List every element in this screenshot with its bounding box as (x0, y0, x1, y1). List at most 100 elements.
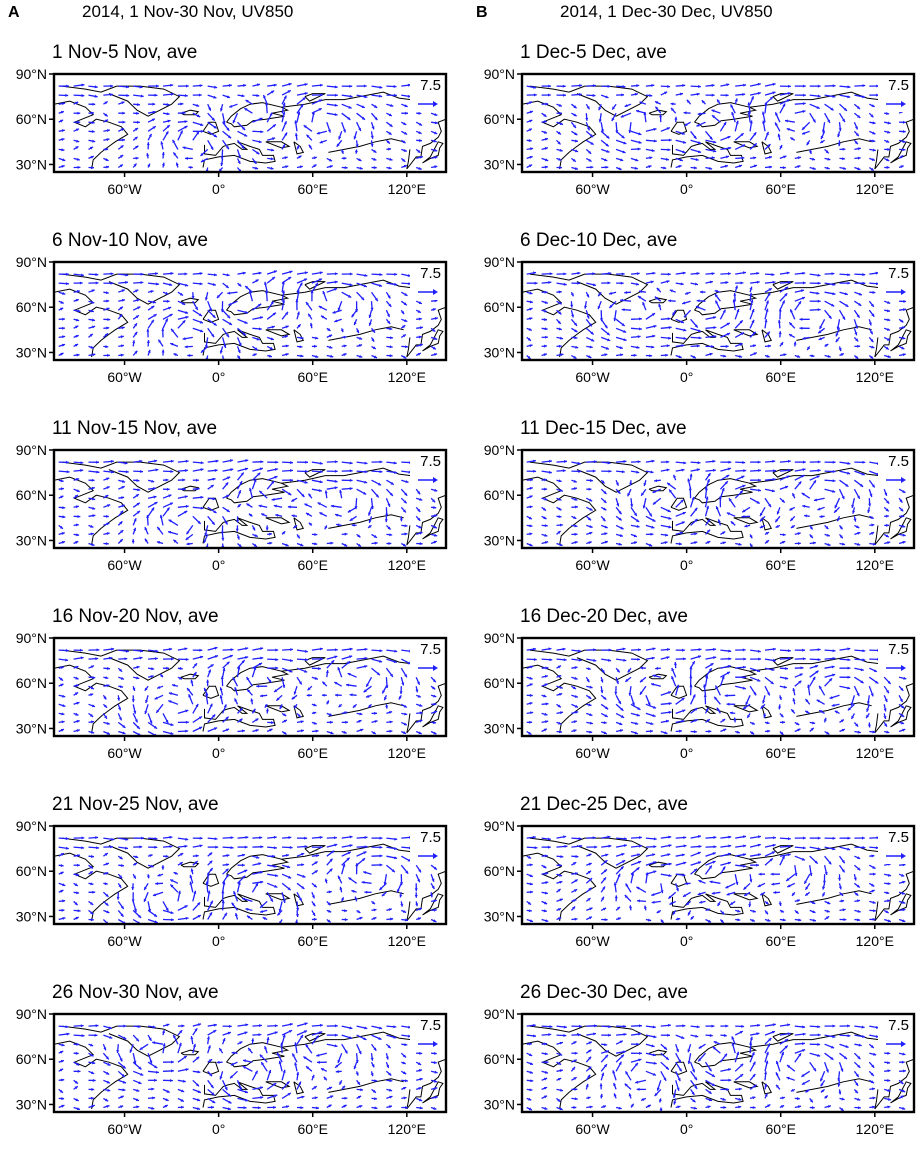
wind-vector-head (167, 488, 170, 491)
wind-vector-head (694, 166, 697, 169)
reference-vector: 7.5 (410, 826, 446, 864)
coastline (54, 477, 128, 545)
wind-vector-head (275, 649, 278, 652)
wind-vector-head (97, 648, 100, 651)
coastline (407, 495, 446, 545)
wind-vector-head (886, 524, 889, 527)
wind-vector-head (116, 1050, 119, 1053)
wind-vector-head (167, 300, 170, 303)
lat-tick-label: 60°N (16, 675, 47, 691)
panel-title: 26 Nov-30 Nov, ave (52, 982, 219, 1004)
wind-vector-head (137, 103, 140, 106)
coastline (522, 477, 596, 545)
wind-vector-head (231, 846, 234, 849)
wind-vector-head (803, 94, 806, 97)
wind-vector-head (375, 542, 378, 545)
wind-vector-head (362, 881, 365, 884)
wind-vector-head (314, 345, 317, 348)
wind-vector-head (141, 273, 144, 276)
wind-vector-head (77, 121, 80, 124)
wind-vector-head (636, 84, 639, 87)
lon-tick-label: 60°W (575, 369, 610, 385)
wind-vector-head (106, 300, 109, 303)
wind-vector-head (245, 846, 248, 849)
wind-vector-head (227, 292, 230, 295)
wind-vector-head (180, 102, 183, 105)
wind-vector-head (290, 648, 293, 651)
coastline (328, 139, 403, 153)
coastlines (54, 650, 446, 740)
wind-vector-head (726, 94, 729, 97)
wind-vector-head (803, 461, 806, 464)
wind-vector-head (146, 329, 149, 332)
lat-tick-label: 90°N (16, 630, 47, 646)
wind-vector-head (649, 354, 652, 357)
wind-vector-head (66, 649, 69, 652)
wind-vector-head (185, 345, 188, 348)
wind-vector-head (712, 460, 715, 463)
wind-vector-head (668, 148, 671, 151)
wind-vector-head (260, 657, 263, 660)
wind-vector-head (260, 845, 263, 848)
wind-vector-head (779, 331, 782, 334)
wind-vector-head (434, 1052, 437, 1055)
lon-tick-label: 60°W (107, 369, 142, 385)
wind-vector-head (155, 94, 158, 97)
coastline (407, 683, 446, 733)
wind-vector-head (256, 685, 259, 688)
wind-vector-head (818, 85, 821, 88)
wind-vector-head (697, 299, 700, 302)
wind-vector-head (434, 909, 437, 912)
coastline (530, 86, 648, 116)
wind-vector-head (136, 112, 139, 115)
wind-vector-head (818, 469, 821, 472)
wind-vector-head (260, 130, 263, 133)
wind-vector-head (818, 460, 821, 463)
coastline (203, 686, 219, 698)
wind-vector-head (605, 166, 608, 169)
lat-tick-label: 60°N (16, 299, 47, 315)
panel-title: 11 Dec-15 Dec, ave (520, 418, 687, 440)
wind-vector-head (296, 908, 299, 911)
wind-vector-head (215, 846, 218, 849)
wind-vector-head (788, 460, 791, 463)
coastline (54, 665, 128, 733)
lon-tick-label: 60°E (297, 1121, 328, 1137)
wind-vector-head (211, 1106, 214, 1109)
reference-vector: 7.5 (410, 638, 446, 676)
wind-vector-head (639, 317, 642, 320)
reference-vector: 7.5 (878, 262, 914, 300)
wind-vector-head (652, 272, 655, 275)
lon-tick-label: 120°E (388, 369, 426, 385)
wind-vector-head (335, 470, 338, 473)
wind-vector-head (288, 836, 291, 839)
wind-vector-head (564, 460, 567, 463)
wind-vector-head (185, 94, 188, 97)
wind-vector-head (550, 272, 553, 275)
wind-vector-head (91, 1088, 94, 1091)
lon-tick-label: 0° (212, 1121, 225, 1137)
wind-vector-head (818, 308, 821, 311)
wind-vector-head (92, 479, 95, 482)
reference-vector-label: 7.5 (888, 77, 909, 94)
wind-vector-head (800, 318, 803, 321)
wind-vector-head (290, 846, 293, 849)
wind-vector-head (61, 1097, 64, 1100)
wind-vector-head (314, 533, 317, 536)
lat-tick-label: 30°N (484, 344, 515, 360)
wind-vector-head (182, 478, 185, 481)
wind-vector-head (575, 533, 578, 536)
coastline (796, 139, 871, 153)
wind-vector-head (77, 515, 80, 518)
coastline (203, 894, 275, 920)
wind-vector-head (545, 336, 548, 339)
wind-vector-head (274, 846, 277, 849)
coastline (62, 838, 180, 868)
wind-vector-head (300, 1106, 303, 1109)
wind-vector-head (217, 1061, 220, 1064)
lat-tick-label: 60°N (16, 1051, 47, 1067)
wind-vector-head (335, 94, 338, 97)
